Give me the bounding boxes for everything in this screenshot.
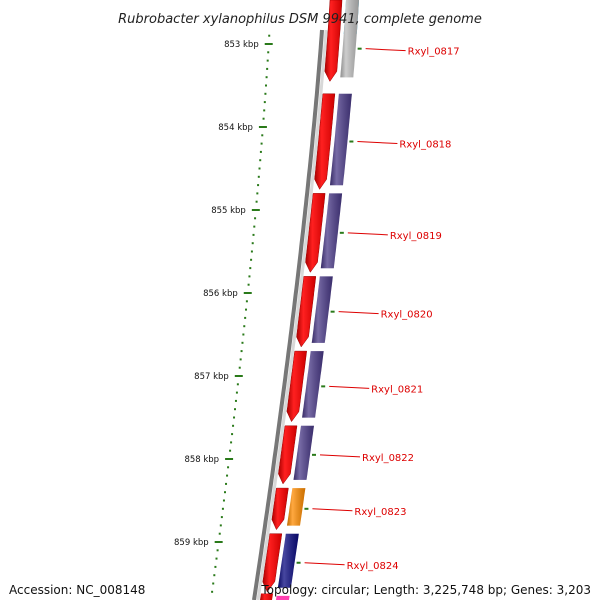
gene-label[interactable]: Rxyl_0818	[399, 140, 451, 151]
gene-rxyl-0818[interactable]	[314, 93, 352, 190]
label-leader-line	[319, 454, 361, 458]
kbp-label: 859 kbp	[174, 538, 209, 548]
label-leader-line	[365, 48, 406, 52]
cds-arrow[interactable]	[296, 276, 317, 348]
gene-rxyl-0824[interactable]	[262, 533, 299, 593]
gene-label[interactable]: Rxyl_0824	[347, 561, 399, 572]
gene-labels: Rxyl_0817 Rxyl_0818 Rxyl_0819 Rxyl_0820 Rxyl…	[296, 47, 460, 572]
cog-block-shading	[340, 0, 359, 78]
cds-arrow[interactable]	[278, 425, 298, 485]
cog-block-shading	[330, 93, 352, 186]
gene-rxyl-0821[interactable]	[286, 350, 324, 423]
cds-arrow[interactable]	[286, 350, 307, 423]
gene-label[interactable]: Rxyl_0819	[390, 231, 442, 242]
cds-arrow[interactable]	[314, 93, 336, 190]
cog-block-shading	[293, 425, 314, 480]
label-leader-line	[329, 385, 370, 389]
backbone-outer-line	[252, 29, 324, 600]
gene-rxyl-0817[interactable]	[324, 0, 359, 82]
gene-label[interactable]: Rxyl_0822	[362, 453, 414, 464]
cds-arrow[interactable]	[305, 193, 326, 273]
label-leader-line	[357, 141, 398, 145]
cds-arrow[interactable]	[262, 533, 283, 593]
gene-label[interactable]: Rxyl_0820	[381, 310, 433, 321]
cog-feature-bottom	[276, 595, 290, 600]
gene-rxyl-0819[interactable]	[305, 193, 343, 273]
gene-rxyl-0823[interactable]	[271, 487, 306, 531]
kbp-label: 856 kbp	[203, 289, 238, 299]
kbp-label: 853 kbp	[224, 40, 259, 50]
cds-arrow[interactable]	[271, 487, 289, 531]
cog-block-shading	[287, 488, 306, 526]
cog-block-shading	[277, 533, 299, 588]
backbone-inner-line	[256, 29, 328, 600]
cog-block-shading	[311, 276, 333, 343]
map-title: Rubrobacter xylanophilus DSM 9941, compl…	[118, 12, 482, 27]
kbp-label: 857 kbp	[194, 372, 229, 382]
accession-text: Accession: NC_008148	[9, 583, 146, 597]
gene-label[interactable]: Rxyl_0817	[408, 47, 460, 58]
label-leader-line	[347, 232, 388, 236]
gene-rxyl-0822[interactable]	[278, 425, 314, 485]
label-leader-line	[338, 311, 379, 315]
backbone	[252, 29, 328, 600]
cog-block-shading	[320, 193, 343, 269]
kbp-label: 855 kbp	[211, 206, 246, 216]
kbp-label: 858 kbp	[184, 455, 219, 465]
genome-summary-text: Topology: circular; Length: 3,225,748 bp…	[261, 583, 591, 597]
gene-label[interactable]: Rxyl_0821	[371, 384, 423, 395]
cds-arrow[interactable]	[324, 0, 343, 82]
label-leader-line	[304, 562, 345, 566]
gene-label[interactable]: Rxyl_0823	[354, 507, 406, 518]
kbp-scale: 853 kbp 854 kbp 855 kbp 856 kbp 857 kbp 858 k…	[174, 34, 273, 593]
cds-feature-bottom	[260, 593, 273, 600]
gene-tracks	[260, 0, 359, 600]
cog-block-shading	[302, 351, 324, 418]
kbp-label: 854 kbp	[218, 123, 253, 133]
label-leader-line	[312, 508, 353, 512]
gene-rxyl-0820[interactable]	[296, 276, 333, 348]
